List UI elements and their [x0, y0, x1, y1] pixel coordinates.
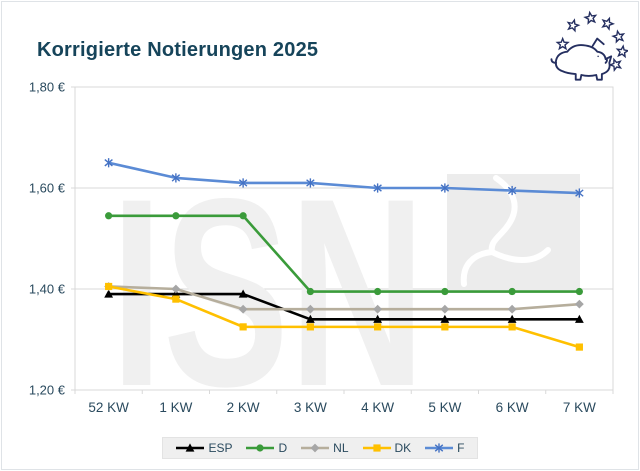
x-tick-label: 4 KW [361, 400, 394, 415]
series-line-ESP [108, 292, 580, 321]
legend-item-F: F [424, 441, 465, 455]
series-line-F [108, 161, 580, 195]
legend-label-ESP: ESP [208, 441, 233, 455]
legend-item-ESP: ESP [175, 441, 232, 455]
x-tick-label: 5 KW [428, 400, 461, 415]
legend-label-F: F [457, 441, 465, 455]
y-tick-label: 1,60 € [29, 181, 66, 196]
legend-item-D: D [245, 441, 287, 455]
x-tick-label: 2 KW [227, 400, 260, 415]
series-D [105, 212, 583, 296]
series-F [104, 158, 584, 198]
x-tick-label: 52 KW [88, 400, 129, 415]
chart-legend: ESP D NL DK F [0, 437, 640, 459]
legend-marker-ESP [176, 443, 205, 452]
series-line-D [108, 214, 580, 293]
pig-icon [550, 37, 613, 81]
x-tick-label: 7 KW [563, 400, 596, 415]
legend-marker-DK [362, 444, 391, 452]
series-ESP [104, 289, 584, 323]
series-line-DK [108, 285, 580, 349]
series-DK [105, 282, 583, 351]
legend-item-DK: DK [362, 441, 412, 455]
isn-pig-stars-logo [550, 10, 628, 81]
y-tick-label: 1,20 € [29, 383, 66, 398]
x-tick-label: 3 KW [294, 400, 327, 415]
legend-marker-F [425, 443, 454, 453]
x-tick-label: 6 KW [496, 400, 529, 415]
legend-label-NL: NL [333, 441, 349, 455]
legend-box: ESP D NL DK F [162, 437, 478, 459]
legend-label-DK: DK [394, 441, 412, 455]
legend-item-NL: NL [300, 441, 349, 455]
y-tick-label: 1,40 € [29, 282, 66, 297]
y-tick-label: 1,80 € [29, 80, 66, 95]
legend-marker-NL [301, 443, 330, 453]
legend-marker-D [246, 444, 275, 452]
legend-label-D: D [278, 441, 288, 455]
series-line-NL [108, 285, 580, 311]
page-title: Korrigierte Notierungen 2025 [37, 39, 319, 62]
x-tick-label: 1 KW [159, 400, 192, 415]
